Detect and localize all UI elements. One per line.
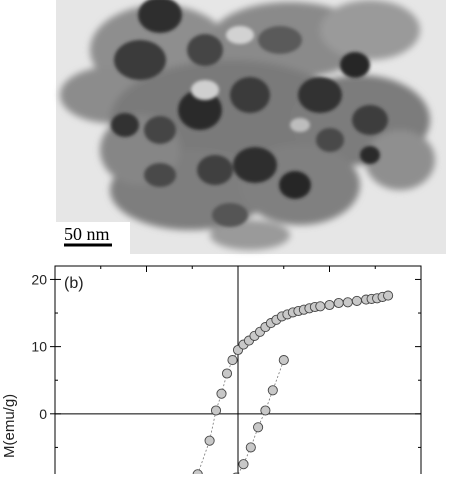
data-point bbox=[192, 469, 203, 479]
scale-bar-box bbox=[56, 222, 130, 254]
data-point bbox=[260, 405, 271, 416]
tem-micrograph: 50 nm bbox=[56, 0, 446, 254]
y-tick-label: 0 bbox=[39, 406, 47, 422]
data-point bbox=[221, 368, 233, 379]
data-point bbox=[351, 295, 362, 306]
data-point bbox=[216, 388, 227, 399]
data-point bbox=[204, 435, 215, 446]
data-point bbox=[342, 297, 353, 308]
y-tick-marks: 0 10 20 bbox=[31, 271, 421, 448]
magnetization-plot: 0 10 20 (b) M(emu/g) bbox=[0, 258, 474, 479]
data-point bbox=[238, 459, 249, 470]
series-line-2 bbox=[235, 359, 285, 478]
panel-label: (b) bbox=[64, 275, 84, 292]
y-axis-title: M(emu/g) bbox=[1, 394, 18, 458]
data-point bbox=[227, 355, 238, 366]
data-point bbox=[245, 442, 256, 453]
data-point bbox=[253, 422, 264, 433]
particle-agglomerate bbox=[60, 0, 435, 250]
series-line-1 bbox=[197, 295, 389, 475]
data-series bbox=[192, 290, 394, 479]
data-point bbox=[210, 405, 222, 416]
x-tick-marks bbox=[54, 266, 422, 272]
scale-bar-label: 50 nm bbox=[64, 224, 110, 244]
data-point bbox=[278, 355, 289, 366]
data-point bbox=[315, 301, 326, 312]
data-point bbox=[383, 290, 394, 301]
data-point bbox=[333, 297, 344, 309]
y-tick-label: 10 bbox=[31, 339, 47, 355]
data-point bbox=[324, 299, 335, 311]
y-tick-label: 20 bbox=[31, 271, 47, 287]
data-point bbox=[267, 385, 278, 396]
